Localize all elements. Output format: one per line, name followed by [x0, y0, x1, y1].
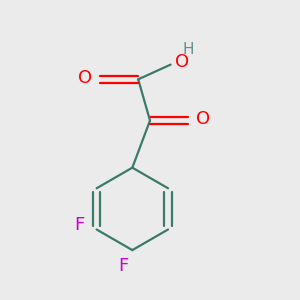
Text: O: O — [78, 69, 92, 87]
Text: F: F — [118, 257, 129, 275]
Text: F: F — [74, 216, 84, 234]
Text: O: O — [196, 110, 210, 128]
Text: O: O — [175, 53, 189, 71]
Text: H: H — [182, 42, 194, 57]
